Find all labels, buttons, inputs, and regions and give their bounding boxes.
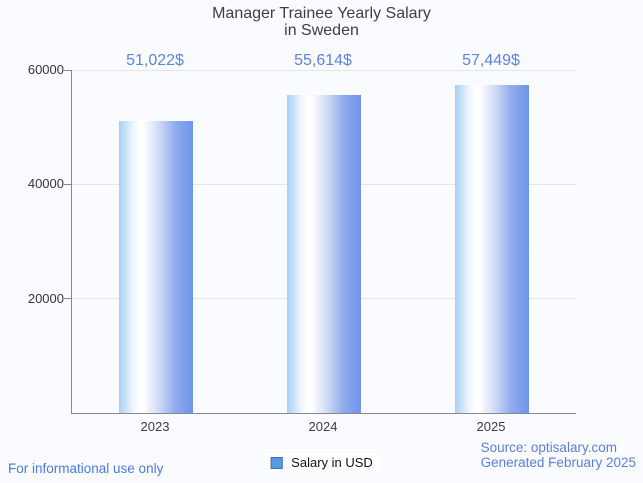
generated-line: Generated February 2025: [480, 455, 636, 470]
legend-label: Salary in USD: [291, 455, 373, 470]
gridline-60000: [72, 69, 576, 71]
y-tick-mark: [64, 183, 71, 185]
bar-value-label-2025: 57,449$: [462, 52, 520, 69]
disclaimer-text: For informational use only: [8, 461, 164, 476]
bar-value-label-2023: 51,022$: [126, 52, 184, 69]
chart-title-line1: Manager Trainee Yearly Salary: [212, 5, 431, 22]
chart-title-line2: in Sweden: [284, 22, 359, 39]
legend-swatch-icon: [270, 456, 283, 469]
chart-title: Manager Trainee Yearly Salary in Sweden: [0, 5, 643, 39]
x-axis-label-2025: 2025: [476, 419, 506, 434]
plot-area: [64, 69, 576, 414]
bar-2025: [455, 84, 529, 413]
bar-2024: [287, 95, 361, 413]
y-tick-label: 40000: [27, 176, 64, 192]
source-line: Source: optisalary.com: [480, 440, 617, 455]
y-tick-mark: [64, 69, 71, 71]
bar-value-label-2024: 55,614$: [294, 52, 352, 69]
bar-2023: [119, 121, 193, 413]
legend: Salary in USD: [263, 453, 380, 472]
y-tick-label: 60000: [27, 62, 64, 77]
x-axis-label-2023: 2023: [140, 419, 170, 434]
source-attribution: Source: optisalary.com Generated Februar…: [481, 440, 636, 470]
y-tick-mark: [64, 298, 71, 300]
x-axis-label-2024: 2024: [308, 419, 338, 434]
y-tick-label: 20000: [27, 290, 64, 306]
